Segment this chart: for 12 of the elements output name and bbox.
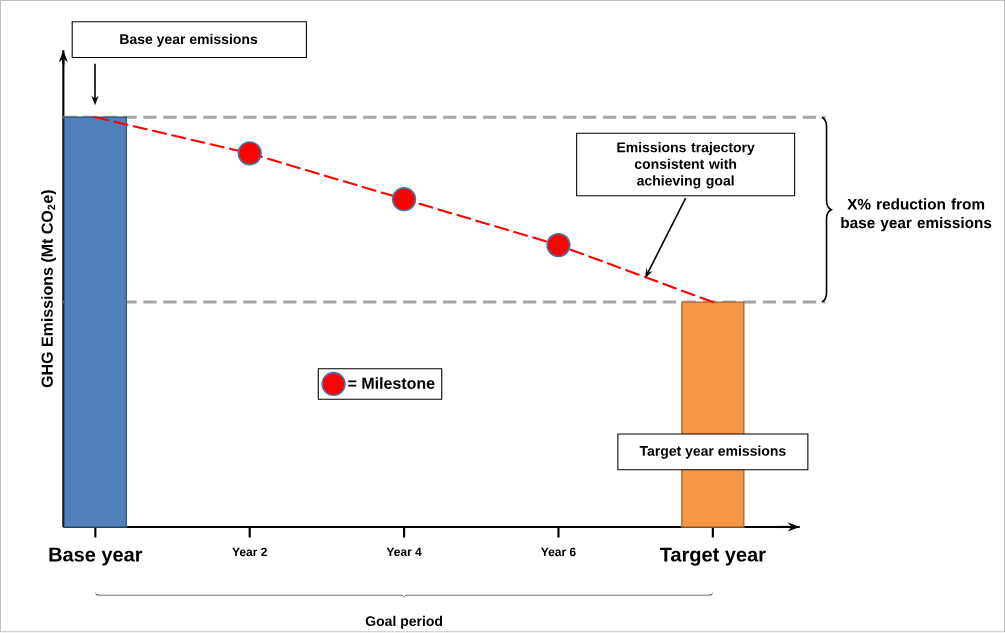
x-tick-label: Year 2 (232, 547, 267, 557)
legend-label: = Milestone (348, 377, 435, 389)
x-tick-label: Year 6 (541, 547, 576, 557)
text: Goal period (365, 615, 443, 629)
x-tick-label: Base year (49, 547, 143, 566)
text: Base year emissions (120, 33, 258, 47)
x-tick-label: Year 4 (386, 547, 422, 556)
text: X% reduction from base year emissions (841, 198, 992, 232)
y-axis-title: GHG Emissions (Mt CO$_{2}$e) (41, 190, 56, 388)
annotation: Emissions trajectory consistent with achieving goal (617, 141, 755, 189)
x-tick-label: Target year (659, 547, 766, 566)
annotation: Target year emissions (639, 445, 786, 459)
